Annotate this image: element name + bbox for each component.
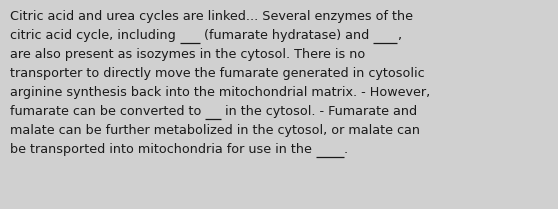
Text: transporter to directly move the fumarate generated in cytosolic: transporter to directly move the fumarat… — [10, 67, 425, 80]
Text: fumarate can be converted to: fumarate can be converted to — [10, 105, 205, 118]
Text: are also present as isozymes in the cytosol. There is no: are also present as isozymes in the cyto… — [10, 48, 365, 61]
Text: malate can be further metabolized in the cytosol, or malate can: malate can be further metabolized in the… — [10, 124, 420, 137]
Text: in the cytosol. - Fumarate and: in the cytosol. - Fumarate and — [222, 105, 417, 118]
Text: be transported into mitochondria for use in the: be transported into mitochondria for use… — [10, 143, 316, 156]
Text: citric acid cycle, including: citric acid cycle, including — [10, 29, 180, 42]
Text: ,: , — [397, 29, 401, 42]
Text: Citric acid and urea cycles are linked... Several enzymes of the: Citric acid and urea cycles are linked..… — [10, 10, 413, 23]
Text: .: . — [344, 143, 348, 156]
Text: arginine synthesis back into the mitochondrial matrix. - However,: arginine synthesis back into the mitocho… — [10, 86, 430, 99]
Text: (fumarate hydratase) and: (fumarate hydratase) and — [200, 29, 373, 42]
